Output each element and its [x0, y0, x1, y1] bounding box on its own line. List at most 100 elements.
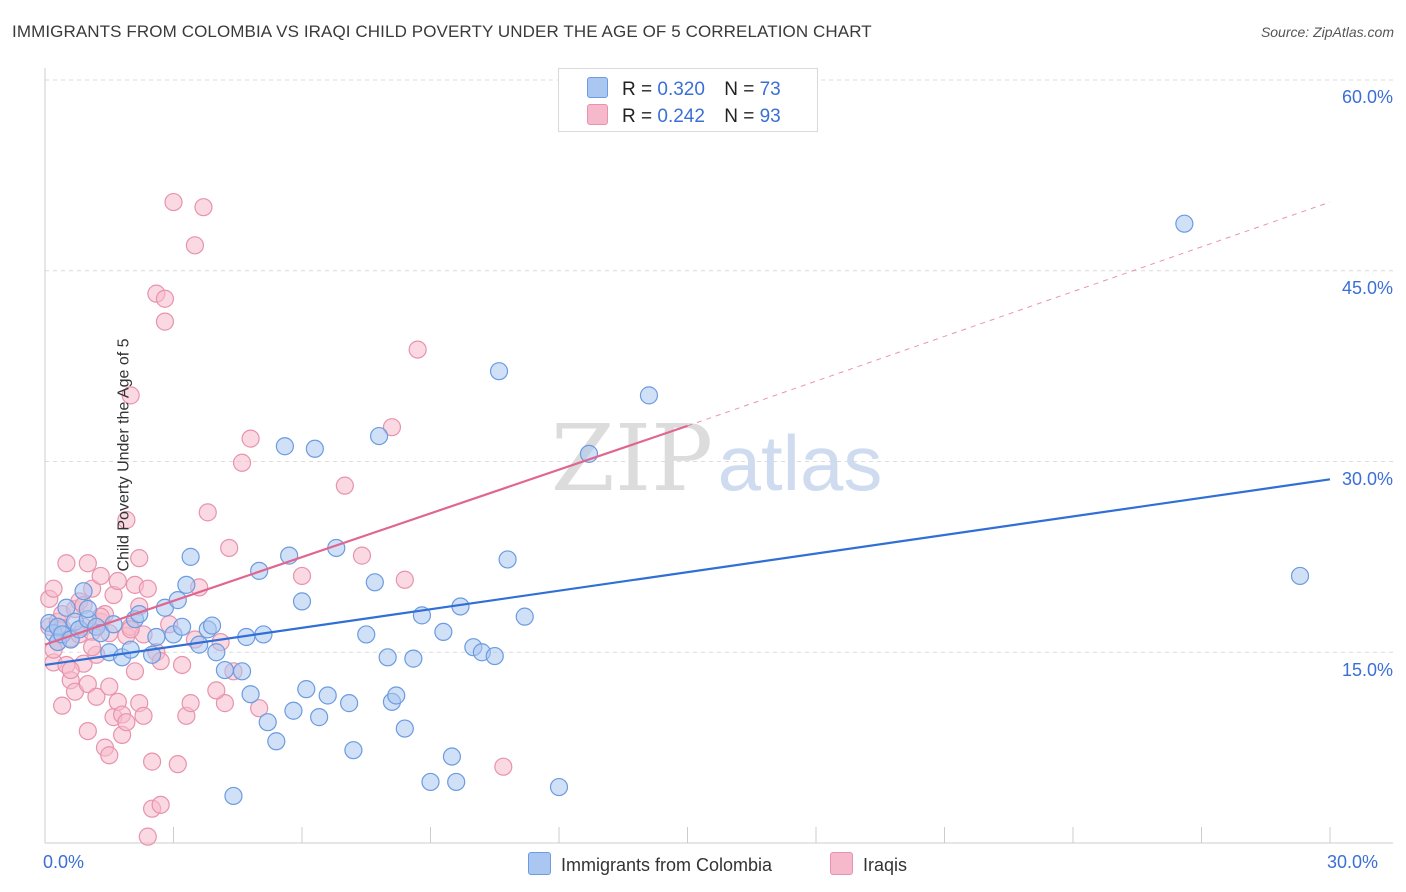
legend-row-iraqis: R = 0.242 N = 93 [587, 104, 781, 128]
colombia-point [215, 660, 234, 680]
iraqis-point [117, 713, 136, 732]
colombia-point [1290, 566, 1310, 586]
colombia-point [172, 617, 192, 636]
iraqis-point [61, 660, 80, 680]
iraqis-point [172, 655, 192, 675]
iraqis-swatch [587, 104, 608, 125]
iraqis-point [53, 696, 72, 715]
iraqis-point [241, 429, 260, 448]
colombia-point [177, 575, 196, 594]
colombia-point [498, 550, 517, 569]
y-tick-label-45: 45.0% [1341, 278, 1393, 298]
iraqis-trend-extension [687, 201, 1331, 427]
iraqis-point [100, 746, 119, 765]
r-label: R = [622, 79, 653, 100]
iraqis-legend-swatch [830, 852, 853, 875]
iraqis-trend-line [44, 424, 688, 646]
iraqis-point [78, 554, 97, 573]
iraqis-point [83, 638, 102, 657]
iraqis-point [142, 752, 162, 771]
iraqis-point [164, 192, 183, 212]
colombia-point [232, 662, 252, 681]
iraqis-point [250, 699, 269, 718]
iraqis-point [494, 757, 513, 776]
colombia-point [485, 646, 504, 666]
colombia-point [310, 708, 329, 727]
colombia-point [370, 426, 389, 446]
iraqis-point [185, 236, 205, 255]
colombia-point [387, 686, 406, 705]
colombia-point [297, 680, 316, 699]
trend-lines [44, 201, 1331, 667]
n-label: N = [724, 106, 755, 127]
colombia-point [639, 386, 659, 405]
colombia-point [284, 701, 303, 720]
watermark-zip: ZIP [551, 405, 713, 512]
colombia-point [74, 582, 93, 601]
correlation-legend: R = 0.320 N = 73 R = 0.242 N = 93 [558, 68, 818, 132]
source-credit: Source: ZipAtlas.com [1260, 24, 1394, 40]
iraqis-point [181, 694, 200, 713]
iraqis-point [168, 755, 187, 774]
colombia-point [292, 592, 312, 611]
iraqis-point [395, 570, 414, 589]
iraqis-point [155, 289, 175, 308]
iraqis-point [91, 566, 110, 586]
colombia-point [515, 607, 534, 626]
colombia-point [202, 616, 222, 635]
bottom-legend-iraqis: Iraqis [830, 852, 907, 876]
colombia-point [78, 599, 97, 619]
colombia-point [147, 627, 166, 647]
iraqis-point [232, 453, 252, 472]
colombia-point [421, 772, 440, 792]
bottom-legend-colombia: Immigrants from Colombia [528, 852, 772, 876]
iraqis-point [78, 674, 97, 694]
iraqis-point [138, 579, 157, 598]
colombia-n-value: 73 [759, 79, 781, 100]
iraqis-point [382, 418, 402, 437]
colombia-point [340, 694, 359, 713]
y-axis-label: Child Poverty Under the Age of 5 [115, 338, 133, 572]
zipatlas-watermark: ZIP atlas [551, 405, 882, 512]
iraqis-point [138, 827, 157, 846]
colombia-point [275, 437, 294, 456]
iraqis-point [292, 566, 312, 586]
colombia-point [241, 685, 260, 704]
iraqis-n-value: 93 [759, 106, 781, 127]
iraqis-point [44, 579, 63, 598]
x-tick-label-max: 30.0% [1327, 852, 1379, 872]
iraqis-points [40, 192, 513, 846]
iraqis-point [134, 706, 153, 725]
colombia-point [365, 573, 384, 592]
colombia-point [1175, 214, 1194, 233]
colombia-point [549, 777, 569, 797]
iraqis-point [100, 677, 119, 696]
colombia-point [121, 640, 140, 659]
r-label: R = [622, 106, 653, 127]
colombia-point [344, 741, 363, 760]
iraqis-point [121, 386, 140, 405]
iraqis-point [155, 312, 175, 331]
iraqis-legend-label: Iraqis [863, 855, 908, 875]
colombia-legend-swatch [528, 852, 551, 875]
iraqis-point [220, 538, 239, 558]
colombia-swatch [587, 77, 608, 98]
colombia-point [447, 772, 466, 792]
colombia-point [267, 732, 286, 751]
colombia-point [442, 747, 462, 766]
colombia-point [378, 648, 397, 667]
x-tick-label-min: 0.0% [43, 852, 85, 872]
iraqis-point [78, 721, 97, 741]
colombia-point [224, 786, 243, 806]
colombia-point [181, 547, 200, 566]
iraqis-point [108, 571, 127, 591]
legend-row-colombia: R = 0.320 N = 73 [587, 77, 781, 101]
iraqis-point [335, 476, 354, 495]
iraqis-point [117, 510, 136, 530]
colombia-legend-label: Immigrants from Colombia [561, 855, 773, 875]
y-tick-label-60: 60.0% [1341, 87, 1393, 107]
colombia-point [130, 604, 149, 624]
iraqis-point [151, 795, 170, 814]
colombia-trend-line [44, 478, 1331, 667]
